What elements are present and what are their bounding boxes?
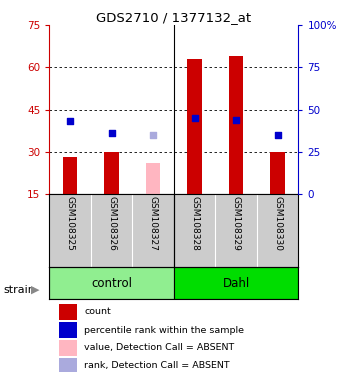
- Bar: [229, 56, 243, 194]
- Point: [68, 118, 73, 124]
- Point: [150, 132, 156, 138]
- Text: GSM108329: GSM108329: [232, 196, 241, 251]
- Bar: [59, 358, 77, 374]
- Bar: [146, 163, 160, 194]
- Title: GDS2710 / 1377132_at: GDS2710 / 1377132_at: [97, 11, 251, 24]
- Point: [233, 117, 239, 123]
- Text: GSM108327: GSM108327: [149, 196, 158, 251]
- Bar: [270, 152, 285, 194]
- Bar: [188, 59, 202, 194]
- Point: [109, 130, 114, 136]
- Bar: [59, 304, 77, 320]
- Text: Dahl: Dahl: [223, 277, 250, 290]
- Bar: [49, 267, 174, 299]
- Bar: [59, 339, 77, 356]
- Text: strain: strain: [3, 285, 35, 295]
- Bar: [63, 157, 77, 194]
- Text: control: control: [91, 277, 132, 290]
- Bar: [174, 267, 298, 299]
- Bar: [104, 152, 119, 194]
- Bar: [59, 322, 77, 338]
- Text: rank, Detection Call = ABSENT: rank, Detection Call = ABSENT: [84, 361, 230, 371]
- Text: count: count: [84, 307, 111, 316]
- Point: [192, 115, 197, 121]
- Text: GSM108326: GSM108326: [107, 196, 116, 251]
- Text: ▶: ▶: [31, 285, 39, 295]
- Text: value, Detection Call = ABSENT: value, Detection Call = ABSENT: [84, 343, 235, 352]
- Text: GSM108328: GSM108328: [190, 196, 199, 251]
- Text: GSM108325: GSM108325: [66, 196, 75, 251]
- Point: [275, 132, 280, 138]
- Text: percentile rank within the sample: percentile rank within the sample: [84, 326, 244, 334]
- Text: GSM108330: GSM108330: [273, 196, 282, 252]
